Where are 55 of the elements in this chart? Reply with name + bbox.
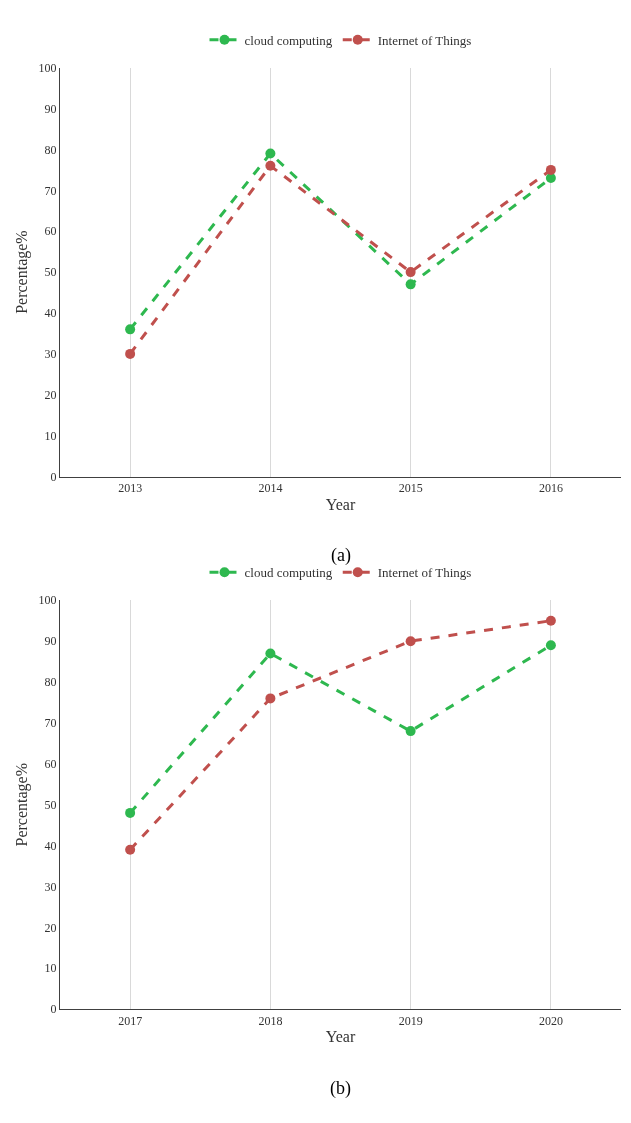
- y-tick-label: 90: [44, 101, 57, 116]
- x-tick-label: 2016: [538, 480, 563, 495]
- y-tick-label: 60: [44, 224, 57, 239]
- y-tick-label: 70: [44, 183, 57, 198]
- point: [125, 324, 136, 335]
- x-tick-label: 2018: [258, 1013, 283, 1028]
- point: [405, 636, 416, 647]
- point: [125, 807, 136, 818]
- y-axis-title: Percentage%: [13, 762, 32, 847]
- y-tick-label: 80: [44, 142, 57, 157]
- y-tick-label: 70: [44, 716, 57, 731]
- y-tick-label: 20: [44, 387, 57, 402]
- legend-label: Internet of Things: [377, 565, 472, 581]
- y-tick-label: 60: [44, 757, 57, 772]
- y-tick-label: 10: [44, 961, 57, 976]
- y-tick-label: 20: [44, 920, 57, 935]
- y-axis-title: Percentage%: [13, 230, 32, 314]
- point: [265, 160, 276, 171]
- text: (a): [331, 545, 351, 566]
- point: [405, 279, 416, 290]
- x-tick-label: 2015: [398, 480, 423, 495]
- y-tick-label: 0: [50, 469, 57, 484]
- point: [265, 148, 276, 159]
- y-tick-label: 50: [44, 265, 57, 280]
- y-tick-label: 40: [44, 838, 57, 853]
- x-tick-label: 2017: [118, 1013, 143, 1028]
- point: [125, 844, 136, 855]
- x-tick-label: 2020: [538, 1013, 563, 1028]
- y-tick-label: 30: [44, 879, 57, 894]
- point: [265, 648, 276, 659]
- point: [125, 348, 136, 359]
- y-tick-label: 40: [44, 306, 57, 321]
- y-tick-label: 100: [38, 593, 57, 608]
- x-tick-label: 2019: [398, 1013, 423, 1028]
- point: [545, 640, 556, 651]
- y-tick-label: 80: [44, 675, 57, 690]
- text: (b): [330, 1078, 351, 1099]
- point: [545, 615, 556, 626]
- y-tick-label: 90: [44, 634, 57, 649]
- point: [405, 726, 416, 737]
- x-tick-label: 2014: [258, 480, 283, 495]
- y-tick-label: 0: [50, 1002, 57, 1017]
- y-tick-label: 50: [44, 797, 57, 812]
- x-tick-label: 2013: [118, 480, 143, 495]
- legend-label: cloud computing: [244, 32, 333, 48]
- legend-label: cloud computing: [244, 565, 333, 581]
- x-axis-title: Year: [325, 495, 356, 513]
- y-tick-label: 30: [44, 347, 57, 362]
- legend-label: Internet of Things: [377, 32, 472, 48]
- point: [405, 267, 416, 278]
- y-tick-label: 100: [38, 60, 57, 75]
- y-tick-label: 10: [44, 428, 57, 443]
- point: [545, 164, 556, 175]
- x-axis-title: Year: [325, 1028, 356, 1046]
- point: [265, 693, 276, 704]
